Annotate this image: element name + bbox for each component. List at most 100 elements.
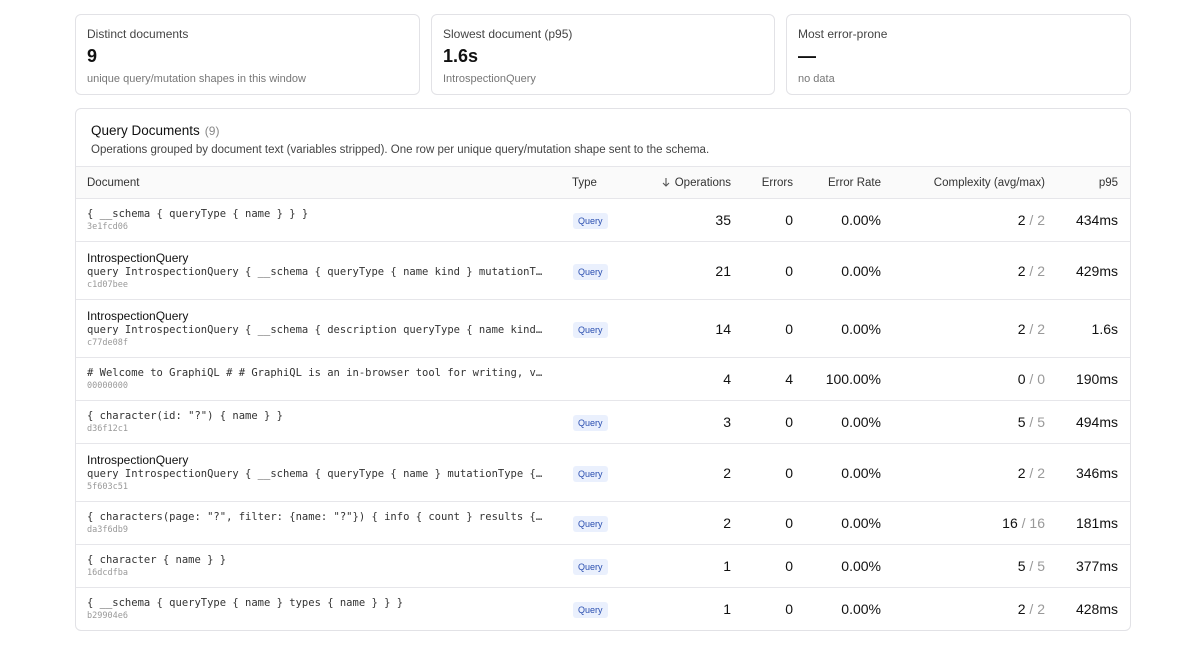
error-rate: 0.00%	[841, 414, 881, 430]
card-value: —	[798, 46, 816, 66]
document-query: { character(id: "?") { name } }	[87, 410, 283, 422]
type-cell: Query	[572, 600, 652, 618]
complexity-max: 2	[1037, 464, 1045, 481]
card-note: unique query/mutation shapes in this win…	[87, 73, 306, 85]
type-badge: Query	[573, 321, 608, 338]
column-header[interactable]: p95	[1045, 177, 1118, 189]
p95: 428ms	[1075, 601, 1118, 617]
table-row[interactable]: { character { name } } 16dcdfba Query 1 0 0.0…	[76, 544, 1130, 587]
error-rate: 0.00%	[841, 320, 881, 337]
panel-header: Query Documents (9) Operations grouped by…	[76, 109, 1130, 166]
column-label: Operations	[674, 176, 731, 189]
complexity-separator: /	[1029, 320, 1034, 337]
errors: 0	[785, 320, 793, 337]
type-badge: Query	[573, 415, 608, 431]
column-header[interactable]: Error Rate	[793, 177, 881, 189]
operations: 2	[723, 464, 731, 481]
document-query: { characters(page: "?", filter: {name: "…	[87, 511, 543, 523]
type-cell: Query	[572, 211, 652, 229]
document-cell: { characters(page: "?", filter: {name: "…	[87, 511, 572, 535]
document-query: query IntrospectionQuery { __schema { qu…	[87, 266, 543, 278]
card-label: Most error-prone	[798, 27, 888, 41]
table-row[interactable]: { __schema { queryType { name } } } 3e1fc…	[76, 198, 1130, 241]
panel-title: Query Documents	[91, 123, 200, 138]
document-cell: # Welcome to GraphiQL # # GraphiQL is an…	[87, 367, 572, 391]
p95: 190ms	[1075, 371, 1118, 387]
type-cell: Query	[572, 557, 652, 575]
p95: 181ms	[1075, 515, 1118, 531]
type-cell: Query	[572, 320, 652, 338]
complexity-max: 5	[1037, 558, 1045, 574]
table-row[interactable]: { __schema { queryType { name } types { …	[76, 587, 1130, 630]
document-cell: { __schema { queryType { name } } } 3e1fc…	[87, 208, 572, 232]
panel-count: (9)	[204, 124, 220, 138]
card-value: 9	[87, 46, 98, 66]
document-name: IntrospectionQuery	[87, 453, 189, 467]
documents-table: Document Type Operations Errors Error Rate Co…	[76, 166, 1130, 630]
complexity-max: 2	[1037, 601, 1045, 617]
sort-icon	[662, 177, 670, 187]
complexity: 5 / 5	[881, 414, 1045, 430]
complexity-separator: /	[1029, 414, 1034, 430]
table-row[interactable]: IntrospectionQuery query IntrospectionQue…	[76, 443, 1130, 501]
complexity-avg: 2	[1017, 601, 1026, 617]
table-row[interactable]: { characters(page: "?", filter: {name: "…	[76, 501, 1130, 544]
operations: 1	[723, 558, 731, 574]
p95: 494ms	[1075, 414, 1118, 430]
operations: 3	[723, 414, 731, 430]
document-hash: c77de08f	[87, 338, 128, 348]
column-header[interactable]: Errors	[731, 177, 793, 189]
document-hash: 16dcdfba	[87, 568, 128, 578]
complexity: 2 / 2	[881, 212, 1045, 228]
stat-card: Slowest document (p95) 1.6s Introspectio…	[431, 14, 775, 95]
errors: 0	[785, 558, 793, 574]
complexity-avg: 16	[1002, 515, 1018, 531]
error-rate: 0.00%	[841, 558, 881, 574]
column-label: p95	[1098, 176, 1118, 189]
complexity-avg: 2	[1017, 212, 1026, 228]
complexity-separator: /	[1029, 371, 1034, 387]
column-label: Document	[87, 176, 140, 189]
stat-card: Distinct documents 9 unique query/mutati…	[75, 14, 420, 95]
column-header[interactable]: Operations	[652, 177, 731, 189]
complexity-avg: 2	[1017, 320, 1026, 337]
error-rate: 0.00%	[841, 515, 881, 531]
complexity-separator: /	[1029, 558, 1034, 574]
column-header[interactable]: Document	[87, 177, 572, 189]
document-cell: IntrospectionQuery query IntrospectionQue…	[87, 251, 572, 290]
document-query: # Welcome to GraphiQL # # GraphiQL is an…	[87, 367, 543, 379]
table-row[interactable]: IntrospectionQuery query IntrospectionQue…	[76, 241, 1130, 299]
column-header[interactable]: Complexity (avg/max)	[881, 177, 1045, 189]
column-header[interactable]: Type	[572, 177, 652, 189]
p95: 429ms	[1075, 262, 1118, 279]
stat-card: Most error-prone — no data	[786, 14, 1131, 95]
operations: 21	[715, 262, 731, 279]
error-rate: 0.00%	[841, 212, 881, 228]
complexity-max: 2	[1037, 212, 1045, 228]
table-row[interactable]: # Welcome to GraphiQL # # GraphiQL is an…	[76, 357, 1130, 400]
complexity-avg: 5	[1017, 414, 1026, 430]
column-label: Type	[572, 176, 597, 189]
operations: 2	[723, 515, 731, 531]
complexity-avg: 2	[1017, 262, 1026, 279]
table-row[interactable]: { character(id: "?") { name } } d36f12c1 Q…	[76, 400, 1130, 443]
document-name: IntrospectionQuery	[87, 309, 189, 323]
complexity: 5 / 5	[881, 558, 1045, 574]
table-row[interactable]: IntrospectionQuery query IntrospectionQue…	[76, 299, 1130, 357]
type-badge: Query	[573, 213, 608, 229]
document-query: { __schema { queryType { name } } }	[87, 208, 309, 220]
type-badge: Query	[573, 263, 608, 280]
type-badge: Query	[573, 602, 608, 618]
p95: 1.6s	[1091, 320, 1118, 337]
complexity-separator: /	[1021, 515, 1026, 531]
document-query: { character { name } }	[87, 554, 227, 566]
complexity-max: 5	[1037, 414, 1045, 430]
column-label: Errors	[761, 176, 793, 189]
p95: 346ms	[1075, 464, 1118, 481]
complexity-avg: 2	[1017, 464, 1026, 481]
type-badge: Query	[573, 516, 608, 532]
type-cell: Query	[572, 413, 652, 431]
error-rate: 100.00%	[825, 371, 881, 387]
complexity-avg: 0	[1017, 371, 1026, 387]
document-cell: { character { name } } 16dcdfba	[87, 554, 572, 578]
